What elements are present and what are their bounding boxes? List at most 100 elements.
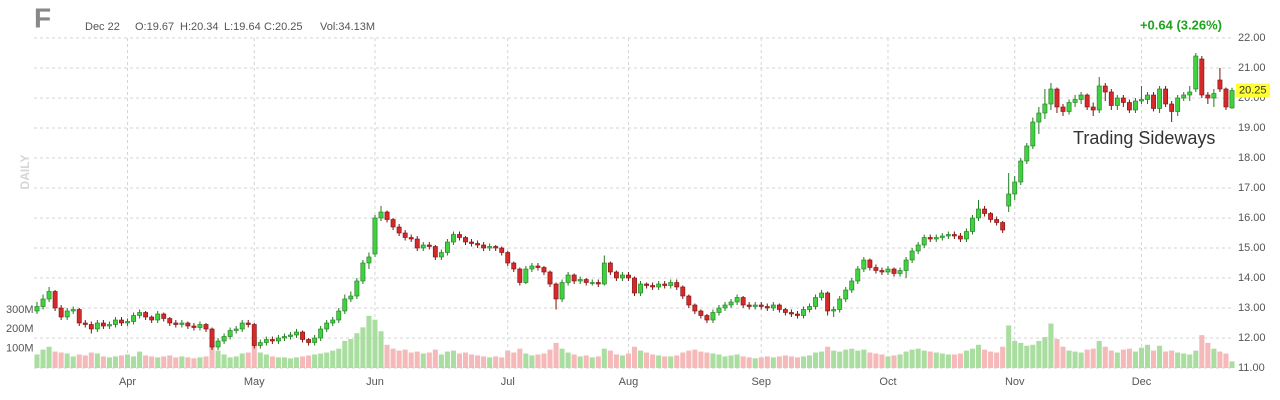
volume-bar bbox=[1066, 350, 1072, 368]
volume-bar bbox=[390, 348, 396, 368]
volume-bar bbox=[275, 357, 281, 368]
volume-bar bbox=[46, 346, 52, 368]
candle-body bbox=[601, 262, 607, 285]
candle-body bbox=[807, 306, 812, 310]
volume-bar bbox=[149, 356, 155, 368]
volume-bar bbox=[849, 348, 855, 368]
candle-body bbox=[282, 336, 287, 339]
volume-bar bbox=[535, 354, 541, 368]
volume-bar bbox=[915, 348, 921, 368]
candle-body bbox=[1181, 94, 1187, 99]
volume-bar bbox=[1006, 325, 1012, 368]
candle-body bbox=[420, 244, 426, 249]
candle-body bbox=[294, 331, 299, 336]
volume-bar bbox=[191, 358, 197, 368]
candle-body bbox=[698, 310, 704, 316]
candle-body bbox=[457, 234, 462, 238]
volume-bar bbox=[1157, 345, 1163, 368]
candle-body bbox=[88, 324, 94, 330]
volume-bar bbox=[450, 350, 456, 368]
volume-bar bbox=[131, 356, 137, 368]
volume-bar bbox=[613, 354, 619, 368]
volume-bar bbox=[975, 344, 982, 368]
volume-bar bbox=[1132, 351, 1138, 368]
candle-body bbox=[408, 237, 414, 240]
volume-bar bbox=[891, 355, 897, 368]
volume-bar bbox=[662, 356, 668, 368]
candle-body bbox=[414, 238, 420, 249]
candle-body bbox=[716, 307, 722, 313]
volume-bar bbox=[806, 355, 813, 368]
volume-bar bbox=[619, 355, 625, 368]
candle-body bbox=[1211, 93, 1217, 99]
volume-bar bbox=[873, 353, 879, 368]
candle-body bbox=[58, 307, 64, 318]
candle-body bbox=[638, 283, 643, 294]
candle-body bbox=[632, 277, 637, 294]
candle-body bbox=[740, 297, 746, 306]
candle-body bbox=[384, 211, 390, 220]
y-tick-label: 14.00 bbox=[1238, 272, 1266, 284]
volume-bar bbox=[324, 352, 330, 368]
candle-body bbox=[239, 322, 245, 330]
candle-body bbox=[324, 322, 330, 330]
volume-bar bbox=[179, 356, 185, 368]
candle-body bbox=[758, 304, 764, 307]
volume-bar bbox=[933, 352, 939, 368]
candle-body bbox=[976, 208, 981, 219]
y-tick-label: 11.00 bbox=[1238, 362, 1265, 374]
volume-bar bbox=[752, 358, 758, 368]
volume-bar bbox=[1078, 352, 1084, 368]
volume-bar bbox=[595, 356, 601, 368]
volume-bar bbox=[70, 356, 76, 368]
y-tick-label: 18.00 bbox=[1238, 152, 1266, 164]
candle-body bbox=[34, 306, 40, 312]
candle-body bbox=[849, 280, 855, 291]
volume-bar bbox=[710, 353, 716, 368]
volume-bar bbox=[686, 350, 692, 368]
volume-bar bbox=[161, 356, 167, 368]
volume-bar bbox=[1114, 352, 1120, 368]
volume-bar bbox=[1120, 349, 1126, 368]
header-open: O:19.67 bbox=[135, 21, 174, 33]
candle-body bbox=[481, 244, 487, 249]
candle-body bbox=[1169, 103, 1175, 112]
volume-bar bbox=[481, 356, 487, 368]
volume-bar bbox=[426, 352, 432, 368]
volume-bar bbox=[1144, 344, 1151, 368]
volume-bar bbox=[969, 348, 976, 368]
volume-bar bbox=[674, 355, 680, 368]
volume-bar bbox=[1072, 351, 1078, 368]
volume-bar bbox=[589, 357, 595, 368]
volume-bar bbox=[118, 355, 125, 368]
volume-bar bbox=[813, 352, 819, 368]
header-low: L:19.64 bbox=[224, 21, 261, 33]
volume-bar bbox=[1138, 347, 1145, 368]
candle-body bbox=[529, 265, 535, 270]
volume-bar bbox=[734, 354, 740, 368]
candle-body bbox=[957, 235, 963, 240]
volume-bar bbox=[1096, 340, 1102, 368]
candle-body bbox=[885, 268, 891, 273]
candle-body bbox=[541, 267, 547, 273]
volume-bar bbox=[1090, 348, 1096, 368]
volume-bar bbox=[644, 352, 650, 368]
volume-bar bbox=[505, 350, 511, 368]
candle-body bbox=[348, 295, 354, 300]
candle-body bbox=[432, 246, 438, 258]
candle-body bbox=[1145, 94, 1150, 100]
volume-bar bbox=[1000, 346, 1006, 368]
volume-bar bbox=[1169, 350, 1175, 368]
candles bbox=[34, 53, 1235, 350]
volume-bar bbox=[945, 354, 951, 368]
candle-body bbox=[46, 291, 52, 300]
last-price-label: 20.25 bbox=[1239, 84, 1267, 96]
volume-bar bbox=[1084, 349, 1090, 368]
candle-body bbox=[40, 298, 46, 307]
volume-bar bbox=[831, 350, 837, 368]
candle-body bbox=[523, 268, 529, 283]
volume-bar bbox=[1211, 348, 1217, 368]
timeframe: DAILY bbox=[18, 155, 32, 190]
volume-bar bbox=[185, 357, 191, 368]
